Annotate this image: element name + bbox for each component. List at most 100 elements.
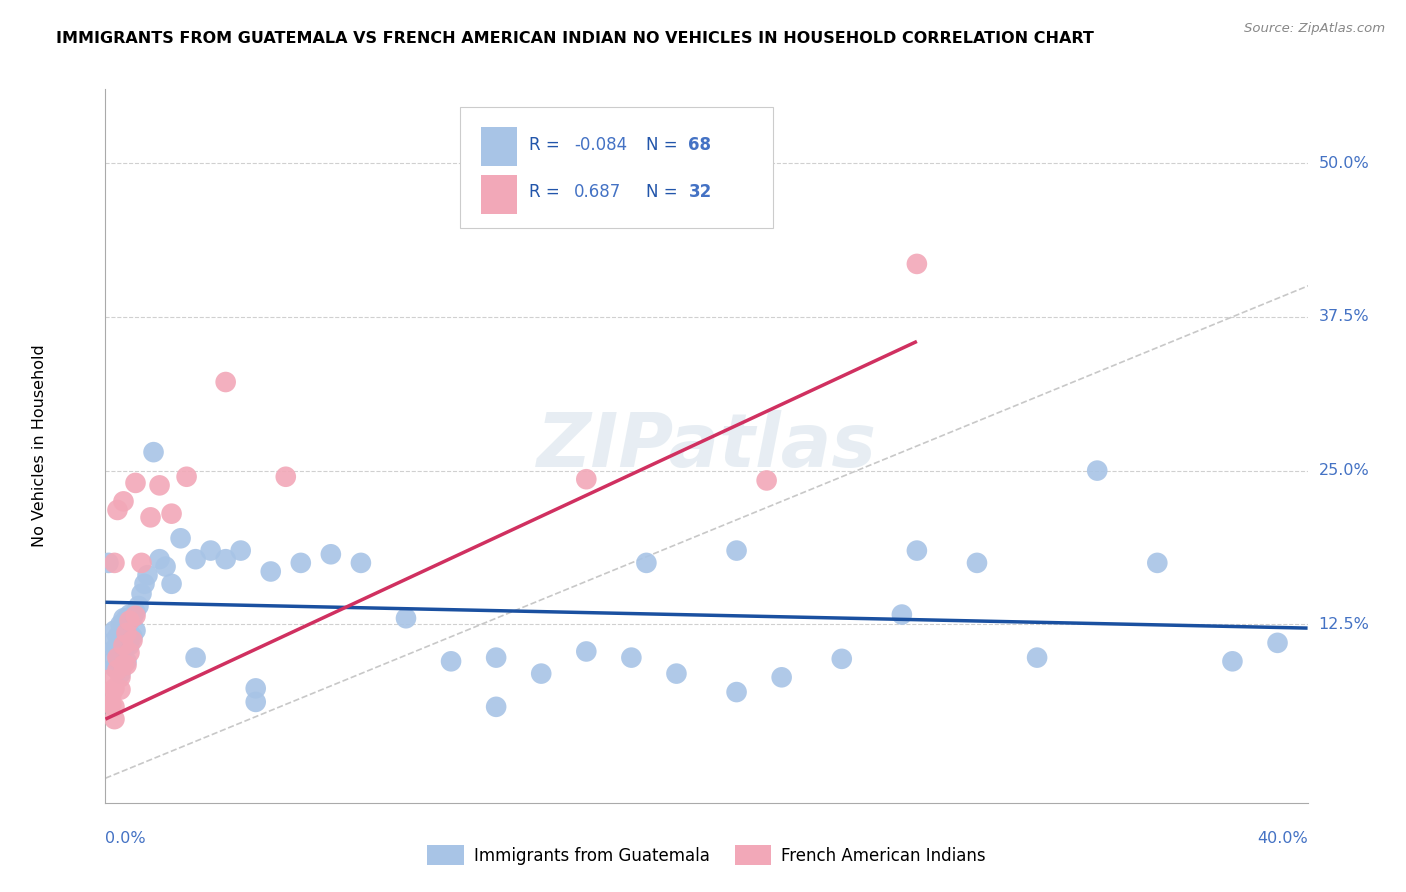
Point xyxy=(103,712,125,726)
Point xyxy=(1146,556,1168,570)
Text: 12.5%: 12.5% xyxy=(1319,617,1369,632)
Point xyxy=(124,605,146,619)
Point xyxy=(1222,654,1244,668)
Text: 50.0%: 50.0% xyxy=(1319,155,1369,170)
Point xyxy=(110,670,132,684)
Point xyxy=(118,607,141,622)
Point xyxy=(1026,650,1049,665)
Legend: Immigrants from Guatemala, French American Indians: Immigrants from Guatemala, French Americ… xyxy=(419,837,994,873)
Point xyxy=(100,654,122,668)
Point xyxy=(100,636,122,650)
Point xyxy=(115,626,138,640)
Point xyxy=(110,617,132,632)
Point xyxy=(131,556,153,570)
Point xyxy=(103,556,125,570)
Point xyxy=(115,638,138,652)
Point xyxy=(110,666,132,681)
Point xyxy=(530,666,553,681)
Point xyxy=(290,556,312,570)
Point xyxy=(134,576,156,591)
Point xyxy=(229,543,252,558)
Point xyxy=(124,475,146,490)
Point xyxy=(112,611,135,625)
Point xyxy=(112,658,135,673)
Point xyxy=(160,507,183,521)
Point xyxy=(107,650,129,665)
Text: No Vehicles in Household: No Vehicles in Household xyxy=(32,344,46,548)
Point xyxy=(485,699,508,714)
Point xyxy=(139,510,162,524)
Point xyxy=(575,472,598,486)
Point xyxy=(115,654,138,668)
Point xyxy=(115,611,138,625)
Point xyxy=(395,611,418,625)
Point xyxy=(440,654,463,668)
Point xyxy=(112,642,135,657)
Text: 37.5%: 37.5% xyxy=(1319,310,1369,325)
Point xyxy=(112,630,135,644)
Point xyxy=(118,646,141,660)
Text: 32: 32 xyxy=(689,183,711,201)
Text: N =: N = xyxy=(647,136,683,153)
Point xyxy=(200,543,222,558)
Text: R =: R = xyxy=(529,136,565,153)
Text: N =: N = xyxy=(647,183,683,201)
Point xyxy=(112,638,135,652)
Point xyxy=(184,650,207,665)
Point xyxy=(103,624,125,638)
Point xyxy=(118,614,141,628)
Text: 68: 68 xyxy=(689,136,711,153)
Text: 25.0%: 25.0% xyxy=(1319,463,1369,478)
Point xyxy=(121,633,143,648)
Point xyxy=(103,699,125,714)
Point xyxy=(274,469,297,483)
Point xyxy=(665,666,688,681)
Point xyxy=(155,559,177,574)
Point xyxy=(103,642,125,657)
Point xyxy=(136,568,159,582)
Point xyxy=(100,688,122,702)
Point xyxy=(260,565,283,579)
Point xyxy=(905,543,928,558)
Text: -0.084: -0.084 xyxy=(574,136,627,153)
Point xyxy=(121,611,143,625)
Point xyxy=(966,556,988,570)
Point xyxy=(636,556,658,570)
Point xyxy=(319,547,342,561)
FancyBboxPatch shape xyxy=(481,127,516,166)
Point xyxy=(107,648,129,662)
Point xyxy=(110,654,132,668)
Point xyxy=(725,543,748,558)
Point xyxy=(121,630,143,644)
Point xyxy=(575,644,598,658)
Text: R =: R = xyxy=(529,183,569,201)
Point xyxy=(103,681,125,696)
Point xyxy=(124,608,146,623)
Point xyxy=(890,607,912,622)
Point xyxy=(245,695,267,709)
Point xyxy=(1085,464,1108,478)
FancyBboxPatch shape xyxy=(460,107,773,228)
Point xyxy=(112,494,135,508)
Point xyxy=(107,503,129,517)
Point xyxy=(97,556,120,570)
Text: 0.687: 0.687 xyxy=(574,183,621,201)
Point xyxy=(755,474,778,488)
Point xyxy=(350,556,373,570)
Point xyxy=(214,375,236,389)
Text: Source: ZipAtlas.com: Source: ZipAtlas.com xyxy=(1244,22,1385,36)
Point xyxy=(118,626,141,640)
Point xyxy=(169,531,191,545)
Point xyxy=(485,650,508,665)
Point xyxy=(160,576,183,591)
Point xyxy=(124,624,146,638)
Text: 40.0%: 40.0% xyxy=(1257,830,1308,846)
Point xyxy=(118,638,141,652)
Point xyxy=(97,673,120,687)
Point xyxy=(620,650,643,665)
Point xyxy=(148,478,170,492)
Point xyxy=(831,652,853,666)
Text: IMMIGRANTS FROM GUATEMALA VS FRENCH AMERICAN INDIAN NO VEHICLES IN HOUSEHOLD COR: IMMIGRANTS FROM GUATEMALA VS FRENCH AMER… xyxy=(56,31,1094,46)
Point xyxy=(115,658,138,673)
Point xyxy=(725,685,748,699)
